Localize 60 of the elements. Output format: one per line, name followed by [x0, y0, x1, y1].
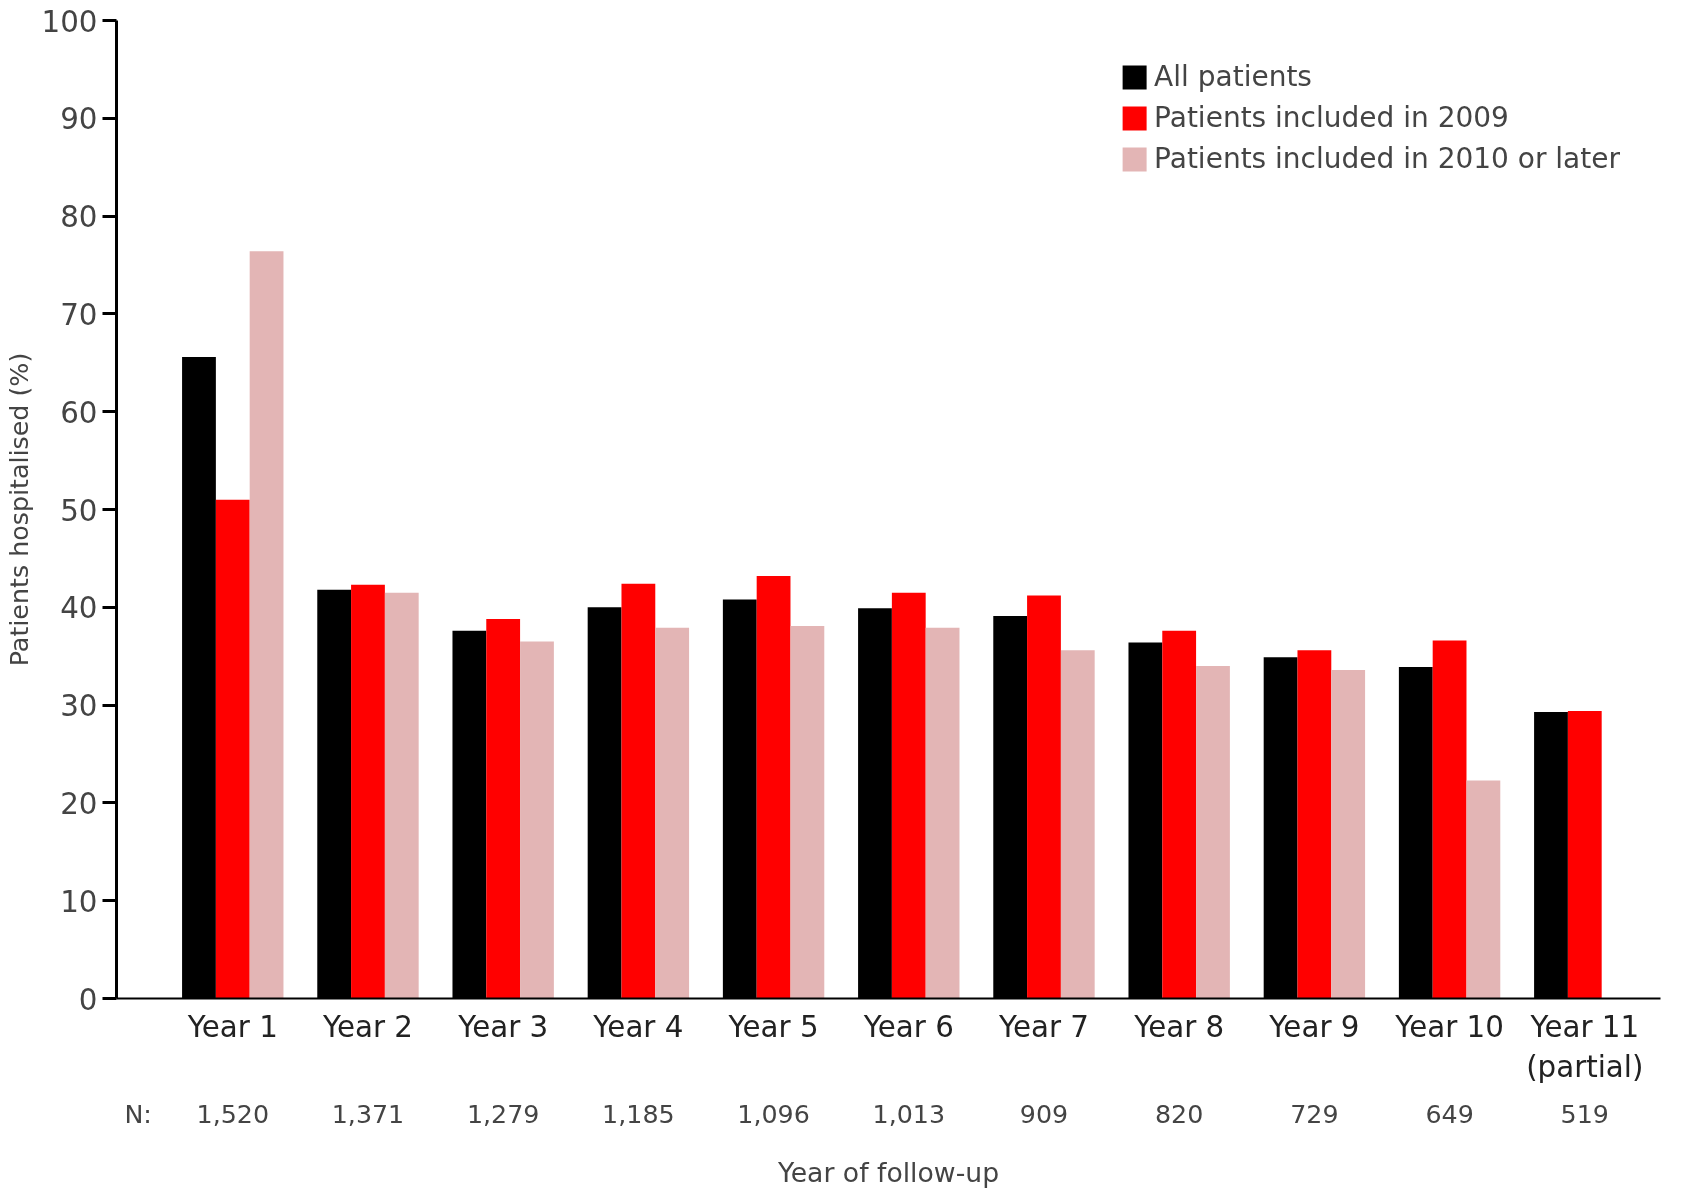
y-tick-label: 0: [78, 982, 98, 1017]
bar: [1297, 650, 1332, 999]
text: 1,279: [466, 1098, 540, 1129]
bar: [520, 641, 554, 999]
text: 1,371: [331, 1098, 405, 1129]
x-tick-label: Year 4: [592, 1009, 684, 1044]
bar: [486, 619, 521, 999]
bar: [925, 627, 960, 999]
bar: [1196, 665, 1230, 999]
x-tick-label: Year 1: [186, 1009, 278, 1044]
text: 820: [1155, 1098, 1204, 1129]
y-tick-label: 70: [60, 297, 98, 332]
bar: [1060, 650, 1095, 999]
legend-label: Patients included in 2010 or later: [1154, 142, 1620, 175]
bar: [621, 583, 656, 999]
y-tick-label: 90: [60, 102, 98, 137]
x-tick-label: Year 3: [457, 1009, 549, 1044]
bar: [1466, 780, 1501, 999]
x-tick-label: Year 2: [321, 1009, 414, 1044]
bar: [351, 584, 385, 999]
text: 909: [1019, 1098, 1069, 1129]
text: 649: [1425, 1098, 1474, 1129]
text: 1,096: [737, 1098, 810, 1129]
text: 1,185: [602, 1098, 675, 1129]
bar: [790, 625, 825, 999]
bar: [1432, 640, 1467, 999]
bar: [249, 251, 284, 999]
x-tick-label: Year 10: [1394, 1009, 1504, 1044]
y-tick-label: 10: [60, 884, 98, 919]
y-tick-label: 30: [60, 689, 98, 724]
x-axis-title: Year of follow-up: [776, 1156, 1000, 1188]
y-tick-label: 100: [41, 4, 98, 39]
bar: [756, 576, 791, 999]
x-tick-label: Year 8: [1133, 1009, 1225, 1044]
y-tick-label: 50: [60, 493, 98, 528]
y-tick-label: 80: [60, 200, 98, 235]
y-axis-title: Patients hospitalised (%): [3, 352, 34, 667]
x-tick-label: Year 11 (partial): [1526, 1009, 1644, 1085]
legend-label: Patients included in 2009: [1154, 101, 1509, 134]
x-tick-label: Year 6: [862, 1009, 954, 1044]
text: 519: [1560, 1098, 1609, 1129]
x-tick-label: Year 9: [1268, 1009, 1360, 1044]
bar: [1162, 630, 1197, 999]
bar: [1027, 595, 1061, 999]
y-tick-label: 20: [60, 786, 98, 821]
text: 1,013: [872, 1098, 946, 1129]
x-tick-label: Year 5: [727, 1009, 819, 1044]
y-tick-label: 60: [60, 395, 98, 430]
bar: [1567, 710, 1602, 999]
text: N:: [124, 1098, 152, 1129]
x-tick-label: Year 7: [997, 1009, 1090, 1044]
bar: [215, 499, 250, 999]
legend-label: All patients: [1154, 60, 1312, 93]
y-tick-label: 40: [60, 591, 98, 626]
bar: [384, 592, 419, 999]
text: 729: [1290, 1098, 1339, 1129]
text: 1,520: [196, 1098, 270, 1129]
bar: [655, 627, 690, 999]
bar: [1331, 669, 1366, 999]
bar: [891, 592, 926, 999]
